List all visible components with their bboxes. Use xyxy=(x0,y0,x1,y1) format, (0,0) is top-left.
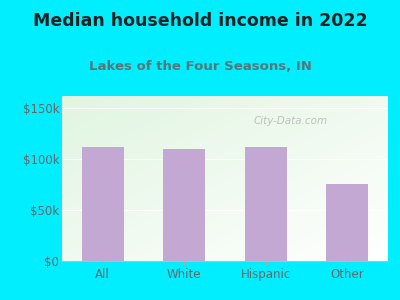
Bar xyxy=(163,149,206,261)
Text: Median household income in 2022: Median household income in 2022 xyxy=(33,12,367,30)
Text: Lakes of the Four Seasons, IN: Lakes of the Four Seasons, IN xyxy=(88,60,312,73)
Bar xyxy=(244,147,287,261)
Text: City-Data.com: City-Data.com xyxy=(253,116,327,126)
Bar xyxy=(82,147,124,261)
Bar xyxy=(326,184,368,261)
